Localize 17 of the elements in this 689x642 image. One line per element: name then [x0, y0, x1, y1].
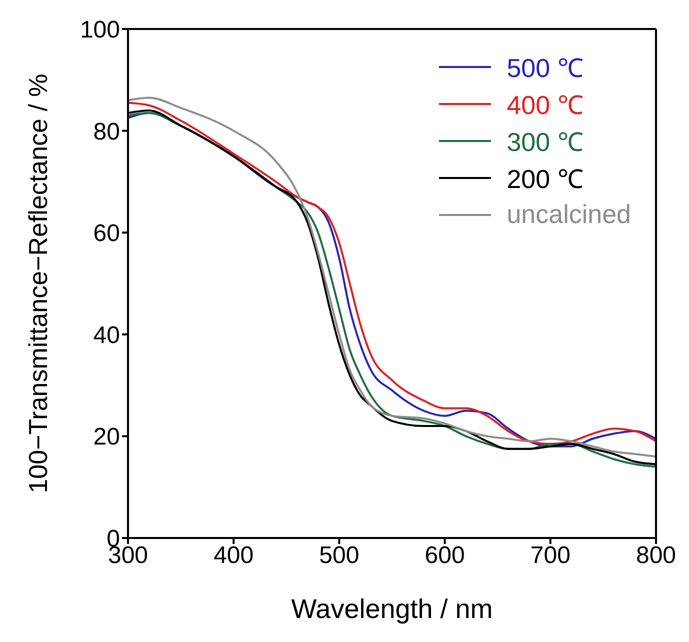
x-tick-label: 400	[214, 542, 254, 570]
legend-label: 300 ℃	[506, 126, 584, 158]
x-tick-label: 600	[424, 542, 465, 570]
legend-label: 200 ℃	[506, 162, 584, 196]
x-tick-label: 500	[319, 542, 360, 570]
legend-label: uncalcined	[506, 199, 631, 230]
y-tick-label: 100	[80, 16, 120, 44]
y-tick-label: 40	[93, 322, 120, 349]
x-tick-label: 700	[530, 542, 570, 570]
y-tick-label: 60	[93, 220, 120, 248]
y-tick-label: 20	[93, 424, 120, 451]
y-axis-title: 100−Transmittance−Reflectance / %	[23, 74, 54, 494]
y-tick-label: 80	[93, 118, 120, 146]
legend-label: 500 ℃	[506, 52, 584, 84]
x-axis-title: Wavelength / nm	[291, 594, 493, 624]
legend-label: 400 ℃	[506, 88, 584, 122]
x-tick-label: 800	[636, 542, 676, 570]
